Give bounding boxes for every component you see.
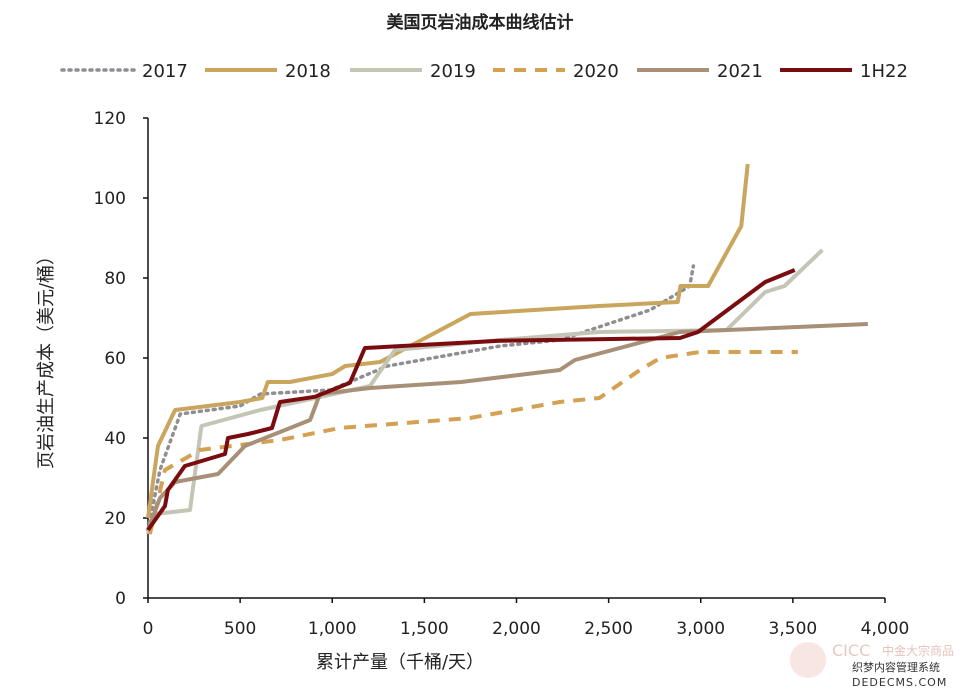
legend-label-2020: 2020: [573, 61, 619, 82]
watermark-logo-subtitle: 中金大宗商品: [882, 644, 955, 658]
y-tick-label: 20: [104, 509, 126, 529]
legend-label-2019: 2019: [430, 61, 476, 82]
legend: 2017 2018 2019 2020 2021 1H22: [60, 61, 908, 82]
y-tick-label: 80: [104, 269, 126, 289]
watermark-logo-icon: [790, 642, 826, 678]
legend-label-2018: 2018: [285, 61, 331, 82]
watermark-site-url: DEDECMS.COM: [852, 676, 948, 689]
x-tick-label: 1,500: [400, 619, 449, 639]
y-tick-label: 120: [94, 109, 126, 129]
x-tick-label: 3,500: [769, 619, 818, 639]
legend-label-1h22: 1H22: [860, 61, 908, 82]
watermark-site-name: 织梦内容管理系统: [852, 661, 940, 674]
series-line-1h22: [146, 268, 796, 532]
y-tick-label: 100: [94, 189, 126, 209]
series-line-2019: [146, 248, 824, 535]
series-line-2020: [147, 350, 798, 535]
legend-label-2017: 2017: [142, 61, 188, 82]
chart-title: 美国页岩油成本曲线估计: [387, 12, 574, 33]
series-line-2017: [146, 264, 696, 532]
y-tick-label: 0: [115, 589, 126, 609]
x-tick-label: 2,000: [492, 619, 541, 639]
x-axis-title: 累计产量（千桶/天）: [316, 652, 484, 673]
x-tick-label: 1,000: [308, 619, 357, 639]
y-tick-label: 60: [104, 349, 126, 369]
series-line-2018: [146, 163, 750, 519]
series-lines: [146, 163, 868, 535]
x-tick-label: 500: [224, 619, 256, 639]
x-tick-label: 0: [143, 619, 154, 639]
watermark-logo-text: CICC: [832, 641, 871, 660]
axes: 0 20 40 60 80 100 120 0 500 1,000 1,500 2,000 2,500 3…: [94, 109, 910, 639]
y-tick-label: 40: [104, 429, 126, 449]
legend-label-2021: 2021: [717, 61, 763, 82]
series-line-2021: [146, 322, 868, 531]
x-tick-label: 4,000: [861, 619, 910, 639]
x-tick-label: 2,500: [584, 619, 633, 639]
x-tick-label: 3,000: [676, 619, 725, 639]
y-axis-title: 页岩油生产成本（美元/桶）: [36, 247, 57, 469]
